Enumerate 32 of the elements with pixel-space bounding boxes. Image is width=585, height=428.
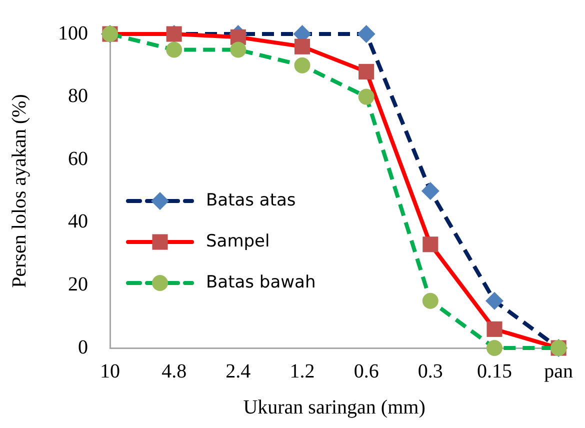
point (358, 64, 374, 80)
point (486, 340, 502, 356)
x-tick-label: 10 (100, 360, 120, 382)
y-tick-label: 80 (68, 85, 88, 108)
x-tick-label: 4.8 (162, 360, 187, 382)
x-tick-label: 0.3 (418, 360, 443, 382)
x-tick-label: 2.4 (226, 360, 251, 382)
y-tick-label: 60 (68, 148, 88, 170)
point (358, 88, 374, 105)
point (357, 25, 376, 43)
legend-label: Batas atas (206, 190, 296, 210)
point (485, 292, 504, 310)
point (294, 38, 310, 54)
point (422, 236, 438, 252)
point (294, 57, 310, 74)
point (230, 42, 246, 58)
x-tick-label: 0.15 (476, 360, 512, 382)
legend-label: Sampel (206, 231, 270, 252)
x-tick-label: pan (544, 360, 574, 382)
point (486, 321, 502, 337)
x-axis-title: Ukuran saringan (mm) (243, 396, 426, 418)
point (421, 182, 440, 200)
x-tick-label: 1.2 (290, 360, 315, 382)
point (166, 42, 182, 58)
legend-label: Batas bawah (206, 272, 316, 292)
y-tick-label: 20 (68, 273, 88, 296)
y-tick-label: 40 (68, 210, 88, 233)
y-tick-label: 100 (58, 22, 88, 44)
point (422, 292, 438, 309)
y-tick-label: 0 (78, 336, 88, 358)
y-axis-title: Persen lolos ayakan (%) (8, 94, 30, 288)
x-tick-label: 0.6 (354, 360, 379, 382)
